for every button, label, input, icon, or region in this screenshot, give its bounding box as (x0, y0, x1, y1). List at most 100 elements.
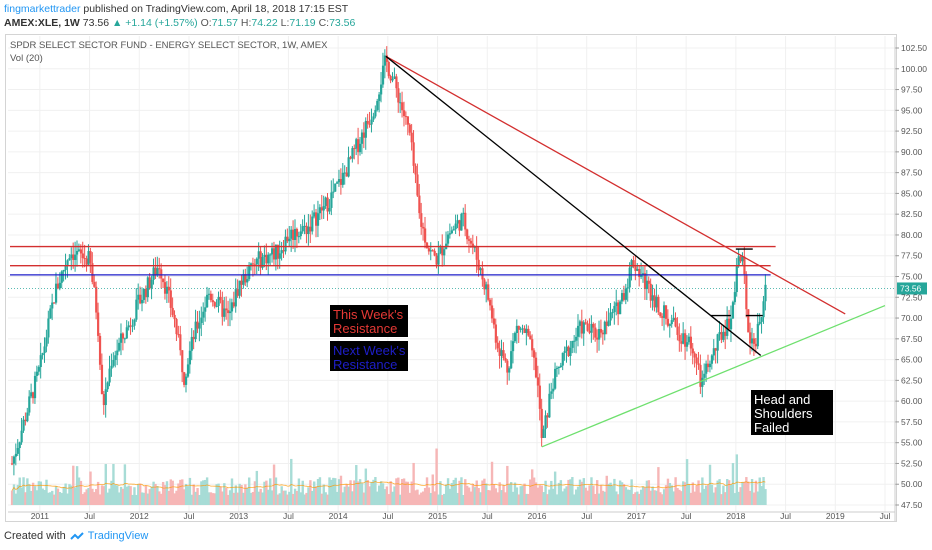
volume-bar (167, 490, 171, 505)
volume-bar (408, 492, 412, 505)
volume-bar (448, 488, 452, 505)
volume-bar (339, 475, 343, 505)
candle-body (580, 321, 584, 334)
volume-bar (284, 490, 287, 505)
volume-bar (536, 487, 540, 505)
x-tick-label: Jul (482, 511, 493, 521)
candle-body (305, 225, 308, 235)
chart-title: SPDR SELECT SECTOR FUND - ENERGY SELECT … (10, 40, 328, 51)
volume-bar (571, 477, 574, 505)
candle-body (35, 371, 39, 376)
volume-bar (278, 493, 281, 505)
candle-body (295, 228, 299, 237)
volume-bar (349, 480, 352, 505)
candle-body (49, 308, 52, 319)
volume-bar (184, 484, 188, 505)
candle-body (500, 350, 503, 356)
volume-bar (559, 480, 563, 505)
candle-body (563, 351, 566, 353)
candle-body (456, 220, 459, 224)
candle-body (389, 76, 392, 81)
volume-bar (311, 490, 314, 505)
volume-bar (326, 494, 329, 505)
candle-body (649, 283, 652, 301)
time-axis: 2011 Jul 2012 Jul 2013 Jul 2014 Jul 2015 Jul 2016 J… (8, 511, 895, 521)
candle-body (127, 325, 130, 328)
volume-bar (724, 492, 727, 505)
volume-bar (165, 481, 169, 505)
volume-bar (402, 478, 406, 505)
candle-body (332, 191, 335, 193)
volume-bar (389, 481, 392, 505)
volume-bar (754, 480, 758, 505)
footer: Created with TradingView (4, 530, 148, 542)
candle-body (752, 338, 756, 344)
candle-body (401, 102, 404, 111)
candle-body (284, 236, 287, 252)
tradingview-link[interactable]: TradingView (87, 530, 149, 542)
volume-bar (282, 490, 285, 505)
volume-bar (515, 487, 519, 505)
candle-body (695, 357, 698, 364)
volume-bar (689, 492, 693, 505)
candle-body (366, 120, 369, 124)
volume-bar (56, 488, 60, 505)
candle-body (322, 205, 325, 211)
candle-body (741, 256, 744, 262)
candle-body (609, 312, 612, 321)
candle-body (194, 321, 197, 340)
candle-body (555, 367, 559, 369)
candle-body (76, 250, 79, 255)
volume-bar (727, 480, 731, 505)
candle-body (221, 300, 224, 317)
candle-body (230, 302, 234, 312)
volume-bar (10, 490, 14, 505)
candle-body (282, 250, 285, 252)
author-link[interactable]: fingmarkettrader (4, 3, 81, 15)
candle-body (412, 142, 415, 166)
volume-bar (355, 465, 358, 505)
volume-bar (303, 494, 306, 505)
volume-bar (615, 491, 618, 505)
candle-body (104, 389, 107, 406)
volume-bar (586, 490, 589, 505)
candle-body (37, 367, 40, 372)
volume-bar (429, 492, 433, 505)
candle-body (301, 226, 304, 232)
candle-body (448, 233, 452, 235)
volume-bar (594, 493, 597, 505)
y-tick-label: 52.50 (901, 458, 923, 468)
candle-body (624, 288, 627, 300)
candle-body (89, 251, 92, 264)
y-tick-label: 82.50 (901, 209, 923, 219)
y-tick-label: 65.00 (901, 355, 923, 365)
volume-bar (469, 491, 473, 505)
volume-bar (30, 490, 33, 505)
volume-bar (506, 465, 509, 505)
candle-body (336, 182, 339, 184)
candle-body (146, 277, 149, 298)
candle-body (240, 280, 243, 285)
candle-body (280, 250, 283, 254)
candle-body (527, 328, 530, 336)
volume-bar (186, 486, 190, 505)
y-tick-label: 62.50 (901, 375, 923, 385)
volume-bar (376, 491, 379, 505)
volume-bar (532, 477, 536, 505)
next-week-resistance-box (330, 341, 408, 371)
candle-body (337, 179, 341, 183)
candle-body (186, 364, 190, 377)
volume-bar (659, 492, 662, 505)
volume-bar (739, 487, 742, 505)
candle-body (422, 226, 425, 229)
volume-bar (500, 490, 503, 505)
candle-body (490, 305, 494, 319)
candle-body (697, 363, 700, 365)
volume-bar (452, 479, 455, 505)
candle-body (24, 419, 27, 422)
volume-bar (639, 489, 643, 505)
candle-body (219, 296, 222, 301)
candle-body (223, 308, 226, 317)
candle-body (475, 247, 478, 260)
